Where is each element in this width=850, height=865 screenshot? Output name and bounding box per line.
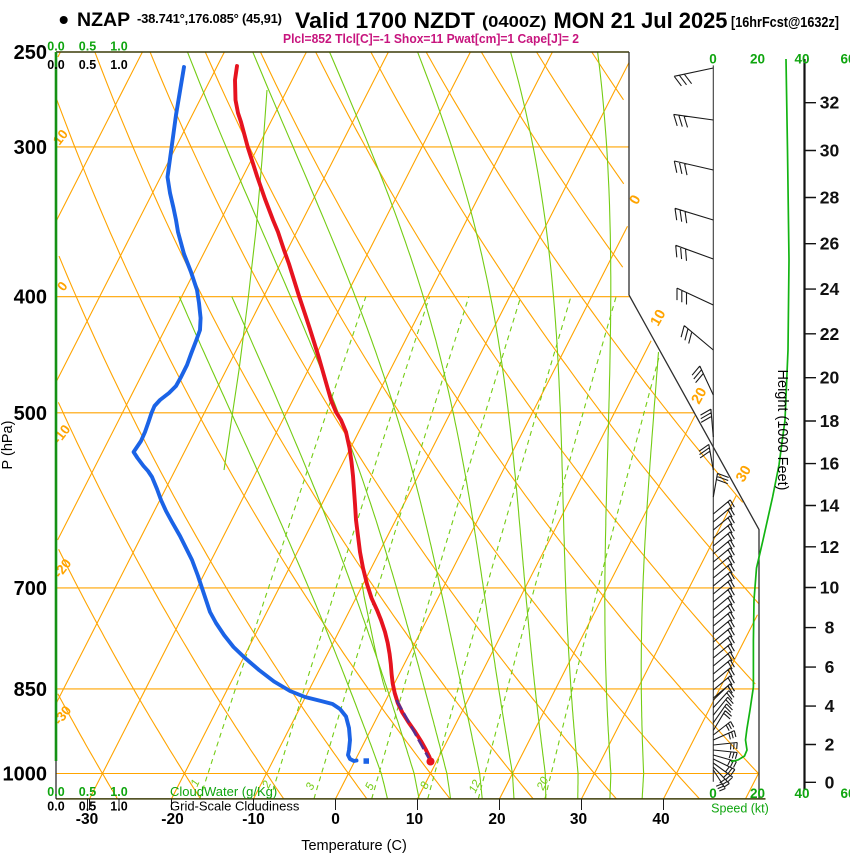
svg-text:12: 12 xyxy=(467,778,484,795)
svg-text:60: 60 xyxy=(840,52,850,67)
svg-text:8: 8 xyxy=(418,780,432,791)
svg-text:0.5: 0.5 xyxy=(79,800,96,814)
svg-text:40: 40 xyxy=(652,811,669,828)
svg-text:10: 10 xyxy=(648,307,670,329)
svg-text:30: 30 xyxy=(733,463,755,485)
svg-text:0.5: 0.5 xyxy=(79,58,96,72)
svg-text:2: 2 xyxy=(825,735,835,755)
svg-text:20: 20 xyxy=(820,368,840,388)
svg-text:60: 60 xyxy=(840,786,850,801)
svg-text:[16hrFcst@1632z]: [16hrFcst@1632z] xyxy=(731,14,839,31)
svg-text:1000: 1000 xyxy=(3,763,48,785)
svg-text:0.5: 0.5 xyxy=(79,39,96,53)
svg-text:0.0: 0.0 xyxy=(47,800,64,814)
svg-text:20: 20 xyxy=(535,775,552,793)
svg-text:Plcl=852 Tlcl[C]=-1 Shox=11 Pw: Plcl=852 Tlcl[C]=-1 Shox=11 Pwat[cm]=1 C… xyxy=(283,32,579,46)
svg-text:16: 16 xyxy=(820,454,840,474)
svg-text:(0400Z): (0400Z) xyxy=(482,14,547,31)
svg-text:Temperature (C): Temperature (C) xyxy=(301,838,407,854)
svg-text:700: 700 xyxy=(14,578,47,600)
svg-text:400: 400 xyxy=(14,287,47,309)
svg-text:0: 0 xyxy=(709,52,717,67)
svg-text:Speed (kt): Speed (kt) xyxy=(711,802,769,816)
svg-text:250: 250 xyxy=(14,42,47,64)
svg-text:5: 5 xyxy=(363,781,377,792)
svg-text:22: 22 xyxy=(820,324,840,344)
svg-text:0.0: 0.0 xyxy=(47,39,64,53)
svg-text:0: 0 xyxy=(709,786,717,801)
svg-text:Height (1000 Feet): Height (1000 Feet) xyxy=(774,370,790,491)
svg-text:26: 26 xyxy=(820,234,840,254)
svg-text:20: 20 xyxy=(689,385,711,407)
svg-text:1: 1 xyxy=(189,778,203,789)
svg-text:1.0: 1.0 xyxy=(110,785,127,799)
svg-text:40: 40 xyxy=(794,52,809,67)
svg-text:14: 14 xyxy=(820,496,840,516)
svg-text:300: 300 xyxy=(14,137,47,159)
svg-text:4: 4 xyxy=(825,696,835,716)
svg-text:32: 32 xyxy=(820,93,840,113)
svg-text:-30: -30 xyxy=(76,811,98,828)
svg-text:-10: -10 xyxy=(242,811,264,828)
svg-text:20: 20 xyxy=(488,811,505,828)
svg-text:10: 10 xyxy=(406,811,423,828)
svg-text:NZAP: NZAP xyxy=(77,9,130,31)
svg-text:0: 0 xyxy=(331,811,340,828)
svg-text:28: 28 xyxy=(820,188,840,208)
svg-text:CloudWater (g/Kg): CloudWater (g/Kg) xyxy=(170,784,277,799)
svg-text:18: 18 xyxy=(820,411,840,431)
svg-text:P (hPa): P (hPa) xyxy=(0,421,16,470)
svg-text:0: 0 xyxy=(825,772,835,792)
svg-text:0.0: 0.0 xyxy=(47,58,64,72)
svg-text:10: 10 xyxy=(820,578,840,598)
svg-text:20: 20 xyxy=(750,786,765,801)
svg-text:Grid-Scale Cloudiness: Grid-Scale Cloudiness xyxy=(170,799,300,814)
svg-text:500: 500 xyxy=(14,403,47,425)
svg-text:0.0: 0.0 xyxy=(47,785,64,799)
svg-text:1.0: 1.0 xyxy=(110,800,127,814)
svg-text:1.0: 1.0 xyxy=(110,58,127,72)
svg-text:MON 21 Jul 2025: MON 21 Jul 2025 xyxy=(554,8,728,33)
svg-text:1.0: 1.0 xyxy=(110,39,127,53)
svg-text:Valid 1700 NZDT: Valid 1700 NZDT xyxy=(295,8,476,33)
svg-text:3: 3 xyxy=(304,781,318,792)
svg-text:-38.741°,176.085° (45,91): -38.741°,176.085° (45,91) xyxy=(137,11,282,26)
svg-text:30: 30 xyxy=(570,811,587,828)
svg-text:30: 30 xyxy=(820,141,840,161)
svg-text:12: 12 xyxy=(820,537,840,557)
svg-text:24: 24 xyxy=(820,279,840,299)
svg-text:0.5: 0.5 xyxy=(79,785,96,799)
svg-text:6: 6 xyxy=(825,657,835,677)
svg-text:8: 8 xyxy=(825,618,835,638)
svg-text:40: 40 xyxy=(794,786,809,801)
svg-text:20: 20 xyxy=(750,52,765,67)
svg-text:850: 850 xyxy=(14,679,47,701)
svg-text:-20: -20 xyxy=(161,811,183,828)
